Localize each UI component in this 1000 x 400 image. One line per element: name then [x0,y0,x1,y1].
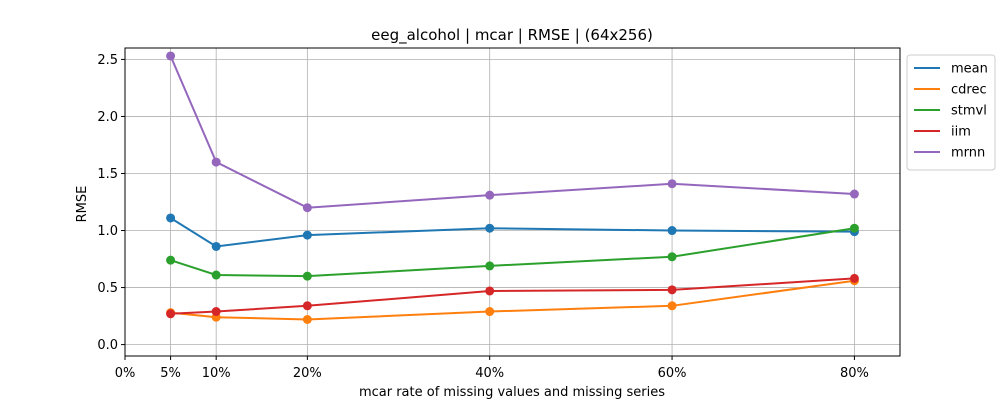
x-axis-label: mcar rate of missing values and missing … [359,385,665,400]
legend-label: cdrec [951,83,987,98]
series-mrnn [166,51,859,213]
y-axis-label: RMSE [75,186,90,223]
data-point-iim [211,307,221,317]
legend-item-mean: mean [914,62,988,77]
legend-item-cdrec: cdrec [914,83,987,98]
legend-label: iim [951,125,971,140]
data-point-mean [485,223,495,233]
legend-label: mean [951,62,988,77]
data-point-stmvl [485,261,495,271]
data-point-mrnn [667,179,677,189]
x-tick-label: 0% [115,366,136,381]
x-tick-label: 5% [160,366,181,381]
x-tick-label: 80% [840,366,869,381]
legend-label: mrnn [951,146,985,161]
data-point-mrnn [302,203,312,213]
x-tick-label: 20% [293,366,322,381]
legend-label: stmvl [951,104,987,119]
series-iim [166,273,859,319]
y-tick-label: 1.5 [97,167,118,182]
data-point-iim [302,301,312,311]
chart-title: eeg_alcohol | mcar | RMSE | (64x256) [371,26,653,45]
series-line-mrnn [169,55,855,209]
series-line-iim [170,277,855,315]
axis-ticks: 0% 5% 10% 20% 40% 60% 80% 0.0 0.5 1.0 1.5 2.0 2.5 [97,53,869,381]
data-point-stmvl [667,252,677,262]
y-tick-label: 2.5 [97,53,118,68]
y-tick-label: 1.0 [97,224,118,239]
data-point-iim [485,286,495,296]
data-point-mean [667,226,677,236]
series-line-cdrec [170,279,855,321]
y-tick-label: 0.0 [97,338,118,353]
data-point-stmvl [302,271,312,281]
y-tick-label: 0.5 [97,281,118,296]
series-stmvl [166,223,859,281]
data-point-iim [667,285,677,295]
data-point-mrnn [211,157,221,167]
data-point-mean [302,230,312,240]
data-point-cdrec [667,301,677,311]
data-point-iim [166,309,176,319]
data-point-mean [166,213,176,223]
legend-item-iim: iim [914,125,971,140]
x-tick-label: 10% [202,366,231,381]
series-line-mean [170,217,855,248]
series-mean [166,213,859,251]
x-tick-label: 60% [658,366,687,381]
data-point-mrnn [849,189,859,199]
series-group [166,51,859,324]
legend-item-stmvl: stmvl [914,104,987,119]
data-point-cdrec [302,314,312,324]
series-line-stmvl [170,227,855,278]
legend-item-mrnn: mrnn [914,146,985,161]
y-tick-label: 2.0 [97,110,118,125]
data-point-stmvl [211,270,221,280]
legend-box [906,54,996,171]
data-point-mrnn [485,190,495,200]
data-point-mean [211,241,221,251]
data-point-cdrec [485,307,495,317]
data-point-stmvl [849,223,859,233]
data-point-iim [849,273,859,283]
legend: mean cdrec stmvl iim mrnn [906,54,996,171]
data-point-stmvl [166,255,176,265]
x-tick-label: 40% [475,366,504,381]
plot-area-frame [124,47,901,357]
series-cdrec [166,276,859,324]
data-point-mrnn [166,51,176,61]
